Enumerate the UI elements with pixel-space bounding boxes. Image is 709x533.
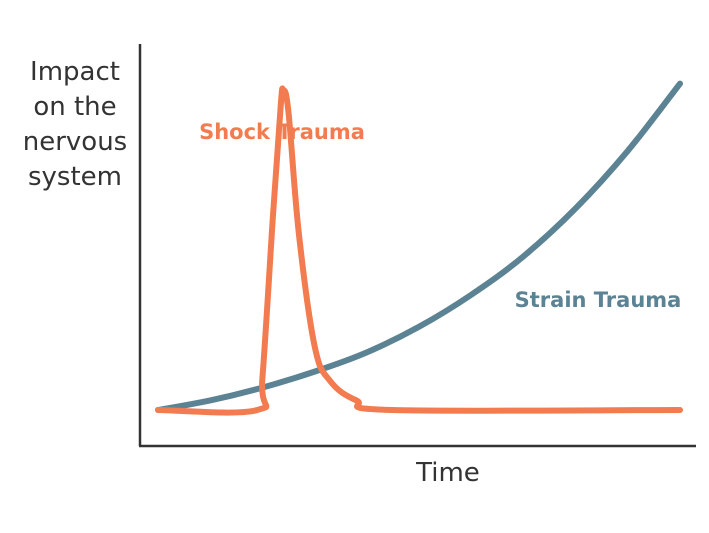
series-label-shock-trauma: Shock Trauma	[199, 120, 365, 144]
series-line-shock-trauma	[155, 85, 683, 416]
y-axis-label-line: Impact	[30, 57, 120, 87]
series-line-strain-trauma	[155, 80, 683, 413]
series-label-strain-trauma: Strain Trauma	[515, 288, 682, 312]
y-axis-label-line: nervous	[23, 127, 127, 157]
y-axis-label-line: system	[28, 162, 122, 192]
x-axis-label: Time	[415, 458, 480, 488]
y-axis-label: Impact on the nervous system	[23, 57, 127, 192]
y-axis-label-line: on the	[33, 92, 116, 122]
